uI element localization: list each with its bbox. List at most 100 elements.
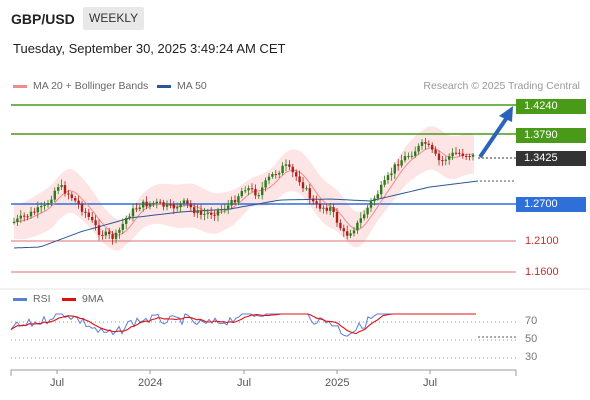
currency-pair: GBP/USD — [11, 11, 75, 27]
candle-body — [104, 231, 107, 236]
candle-body — [199, 210, 203, 215]
candle-body — [284, 164, 288, 166]
candle-body — [210, 212, 213, 215]
rsi-axis-30: 30 — [525, 351, 538, 363]
candle-body — [335, 212, 339, 223]
candle-body — [125, 217, 128, 224]
candle-body — [230, 199, 233, 206]
candle-body — [349, 233, 352, 236]
candle-body — [254, 188, 257, 196]
candle-body — [203, 213, 206, 215]
candle-body — [274, 174, 277, 176]
candle-body — [281, 165, 284, 174]
candle-body — [250, 188, 254, 190]
candle-body — [332, 207, 335, 213]
candle-body — [108, 231, 111, 235]
candle-body — [227, 205, 230, 210]
candle-body — [97, 225, 101, 235]
candle-body — [165, 204, 169, 207]
candle-body — [441, 160, 444, 162]
ma9-swatch — [62, 297, 76, 301]
candle-body — [114, 232, 118, 239]
legend-ma50: MA 50 — [157, 80, 207, 92]
candle-body — [128, 216, 131, 218]
candle-body — [60, 185, 63, 188]
candle-body — [29, 211, 33, 217]
candle-body — [366, 207, 369, 215]
rsi-axis-70: 70 — [525, 315, 538, 327]
candle-body — [444, 159, 447, 161]
candle-body — [288, 164, 291, 167]
candle-body — [298, 176, 301, 183]
candle-body — [461, 153, 464, 157]
candle-body — [50, 199, 53, 204]
legend-9ma: 9MA — [62, 293, 104, 305]
chart-header: GBP/USD WEEKLY — [0, 0, 590, 38]
candle-body — [414, 151, 417, 156]
candle-body — [359, 218, 362, 223]
chart-datetime: Tuesday, September 30, 2025 3:49:24 AM C… — [13, 41, 286, 56]
candle-body — [206, 212, 209, 214]
legend-rsi: RSI — [13, 293, 51, 305]
candle-body — [80, 204, 84, 212]
candle-body — [182, 200, 186, 204]
candle-body — [138, 207, 141, 210]
candle-body — [74, 198, 77, 201]
rsi-line — [10, 313, 476, 337]
rsi-label: RSI — [33, 293, 51, 305]
x-label-jul-2024: Jul — [237, 377, 252, 389]
candle-body — [70, 194, 73, 199]
candle-body — [407, 156, 410, 158]
candle-body — [376, 194, 379, 199]
candle-body — [291, 166, 294, 173]
candle-body — [295, 172, 298, 177]
candle-body — [257, 195, 260, 197]
candle-body — [237, 196, 240, 203]
candle-body — [162, 202, 165, 207]
rsi-9ma-line — [10, 313, 476, 335]
candle-body — [26, 216, 29, 218]
candle-body — [33, 211, 36, 213]
candle-body — [383, 180, 386, 185]
x-label-jul-2023: Jul — [50, 377, 65, 389]
candle-body — [77, 200, 80, 205]
candle-body — [220, 209, 223, 211]
candle-body — [386, 175, 390, 181]
candle-body — [278, 173, 281, 175]
x-label-2025: 2025 — [325, 377, 350, 389]
bollinger-band-area — [14, 126, 474, 251]
candle-body — [468, 156, 471, 158]
candle-body — [23, 215, 26, 217]
candle-body — [213, 214, 216, 216]
candle-body — [267, 176, 271, 181]
candle-body — [67, 193, 70, 195]
candle-body — [431, 144, 434, 150]
ma50-line — [13, 180, 479, 249]
candle-body — [121, 223, 124, 230]
level-label-s2: 1.2100 — [525, 235, 559, 247]
candle-body — [465, 156, 468, 158]
candle-body — [244, 190, 247, 192]
candle-body — [393, 164, 396, 174]
candle-body — [390, 173, 393, 176]
timeframe-button[interactable]: WEEKLY — [83, 7, 145, 30]
candle-body — [152, 203, 155, 205]
candle-body — [16, 218, 19, 222]
candle-body — [305, 188, 308, 190]
candle-body — [247, 188, 250, 191]
legend-ma20: MA 20 + Bollinger Bands — [13, 80, 148, 92]
candle-body — [169, 204, 172, 206]
candle-body — [216, 210, 220, 216]
candle-body — [322, 207, 325, 209]
candle-body — [318, 203, 322, 209]
candle-body — [261, 187, 264, 196]
last-price-tag: 1.3425 — [516, 151, 586, 166]
candle-body — [19, 215, 22, 219]
candle-body — [301, 182, 305, 189]
candle-body — [111, 234, 114, 239]
candle-body — [264, 180, 267, 188]
candle-body — [451, 152, 454, 157]
candle-body — [172, 204, 175, 209]
candle-body — [346, 231, 349, 236]
